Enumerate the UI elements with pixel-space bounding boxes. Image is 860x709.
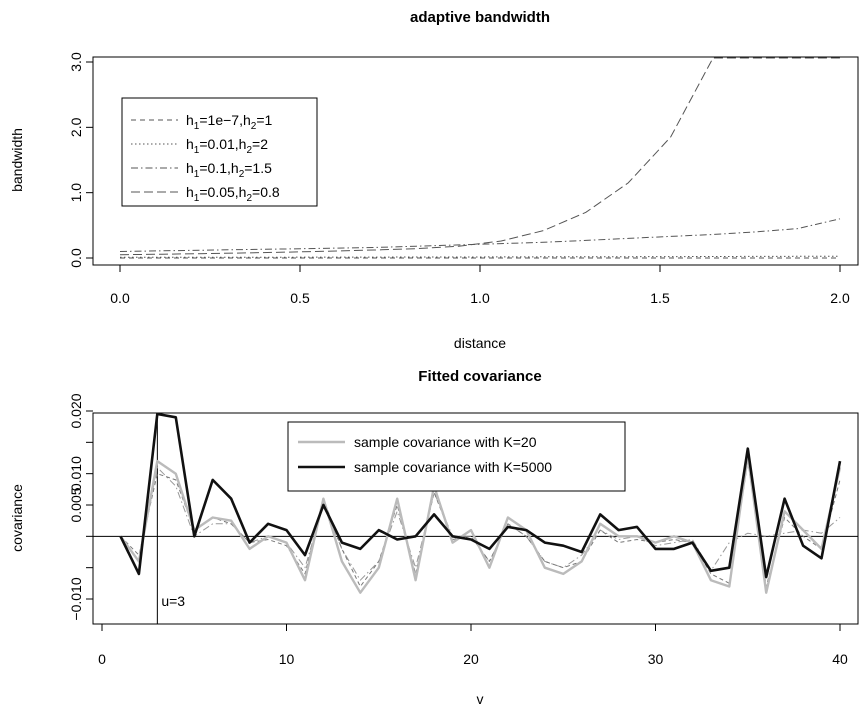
x-tick-label: 30 (648, 651, 664, 667)
series-line-2 (120, 255, 841, 258)
y-axis: 0.0 1.0 2.0 3.0 (68, 52, 93, 268)
y-axis: −0.010 0.005 0.020 0.010 (68, 393, 93, 621)
reference-lines: u=3 (93, 413, 858, 624)
y-tick-label: 0.005 (68, 487, 84, 522)
legend-entry: sample covariance with K=5000 (354, 459, 552, 475)
y-axis-label: covariance (9, 484, 25, 552)
series-lines (119, 412, 842, 594)
y-tick-label: 0.0 (68, 248, 84, 268)
covariance-chart: Fitted covariance −0.0100.0050.0200.010 … (9, 368, 859, 707)
x-tick-label: 0.0 (110, 290, 130, 306)
series-line-3 (120, 460, 841, 587)
legend-box (121, 97, 318, 207)
legend-entry: h1=1e−7,h2=1 (186, 112, 272, 132)
series-line-4 (119, 57, 840, 256)
x-axis: 0.0 0.5 1.0 1.5 2.0 (110, 265, 850, 306)
series-line-1 (119, 453, 842, 594)
x-tick-label: 20 (463, 651, 479, 667)
x-axis-label: v (477, 691, 484, 707)
y-tick-label: 3.0 (68, 52, 84, 72)
plot-frame (92, 56, 859, 266)
y-tick-label: 0.010 (68, 456, 84, 491)
x-tick-label: 0.5 (290, 290, 310, 306)
legend: h1=1e−7,h2=1 h1=0.01,h2=2 h1=0.1,h2=1.5 h1=… (121, 97, 318, 207)
x-tick-label: 10 (279, 651, 295, 667)
legend-entry: sample covariance with K=20 (354, 434, 537, 450)
legend: sample covariance with K=20 sample covari… (287, 421, 626, 492)
x-tick-label: 0 (98, 651, 106, 667)
legend-entry: h1=0.05,h2=0.8 (186, 184, 280, 204)
series-lines (119, 57, 841, 259)
u-marker-label: u=3 (161, 593, 185, 609)
legend-box (287, 421, 626, 492)
x-axis-label: distance (454, 335, 506, 351)
bandwidth-chart: adaptive bandwidth 0.0 1.0 2.0 3.0 0.0 0.5 1.… (9, 9, 859, 351)
series-line-2 (119, 412, 842, 579)
legend-entry: h1=0.1,h2=1.5 (186, 160, 272, 180)
x-tick-label: 40 (832, 651, 848, 667)
y-tick-label: −0.010 (68, 577, 84, 620)
chart-title: Fitted covariance (418, 368, 541, 385)
x-tick-label: 1.5 (650, 290, 670, 306)
legend-entry: h1=0.01,h2=2 (186, 136, 268, 156)
y-axis-label: bandwidth (9, 128, 25, 192)
series-line-3 (119, 218, 841, 252)
x-axis: 0 10 20 30 40 (98, 624, 848, 667)
chart-title: adaptive bandwidth (410, 9, 550, 26)
y-tick-label: 1.0 (68, 183, 84, 203)
plot-frame (92, 412, 859, 625)
y-tick-label: 0.020 (68, 393, 84, 428)
x-tick-label: 1.0 (470, 290, 490, 306)
x-tick-label: 2.0 (830, 290, 850, 306)
y-tick-label: 2.0 (68, 117, 84, 137)
